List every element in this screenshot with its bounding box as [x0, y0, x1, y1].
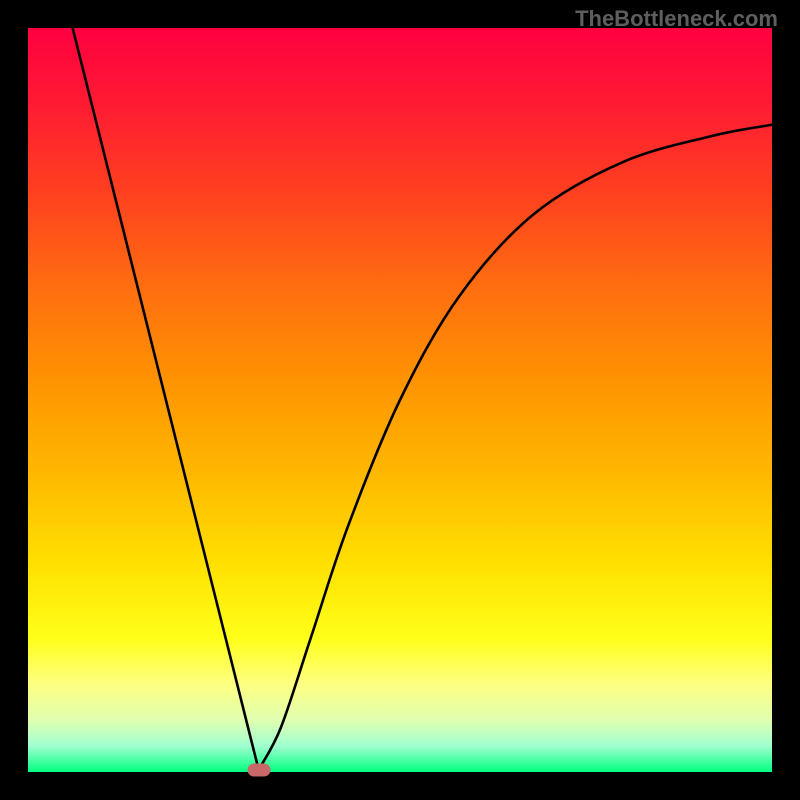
- watermark-text: TheBottleneck.com: [575, 6, 778, 32]
- plot-frame: [28, 28, 772, 772]
- bottleneck-curve: [73, 28, 772, 770]
- chart-container: TheBottleneck.com: [0, 0, 800, 800]
- curve-layer: [28, 28, 772, 772]
- optimal-point-marker: [247, 763, 270, 776]
